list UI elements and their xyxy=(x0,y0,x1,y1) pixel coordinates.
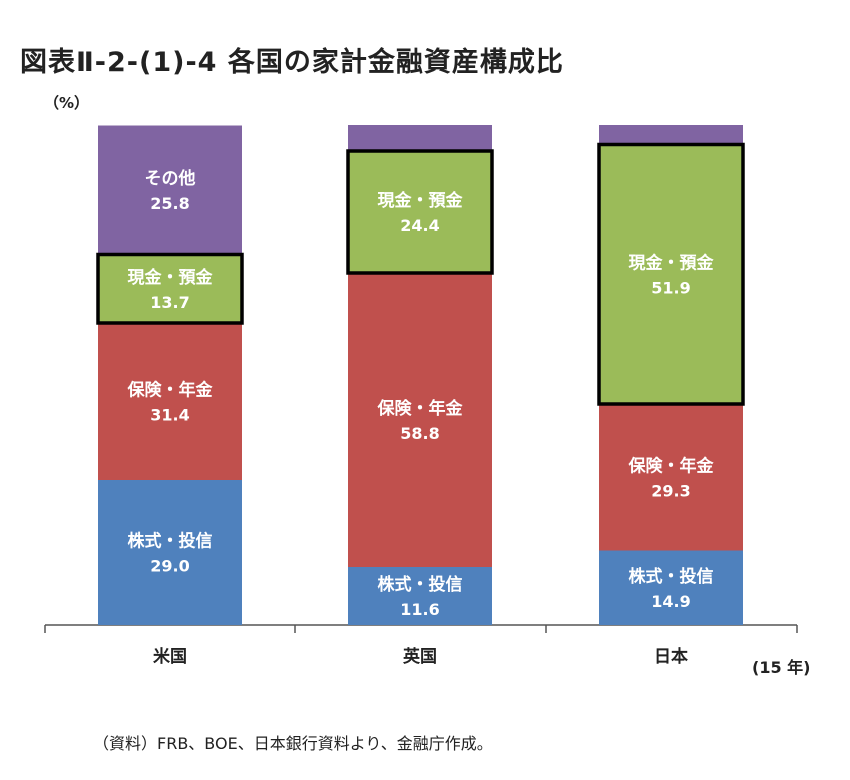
source-note: （資料）FRB、BOE、日本銀行資料より、金融庁作成。 xyxy=(93,734,493,753)
segment-value-label: 24.4 xyxy=(400,216,439,235)
bar-segment-1-0 xyxy=(348,567,492,625)
segment-value-label: 13.7 xyxy=(150,293,189,312)
segment-value-label: 58.8 xyxy=(400,424,439,443)
bar-segment-2-1 xyxy=(599,404,743,551)
segment-series-label: 現金・預金 xyxy=(378,190,464,211)
segment-value-label: 29.3 xyxy=(651,481,690,500)
segment-value-label: 25.8 xyxy=(150,194,189,213)
highlight-outline-2 xyxy=(597,142,745,406)
segment-series-label: 株式・投信 xyxy=(128,531,213,552)
category-label: 英国 xyxy=(403,646,437,667)
bar-segment-1-2 xyxy=(348,151,492,273)
segment-series-label: 現金・預金 xyxy=(128,267,214,288)
segment-series-label: 現金・預金 xyxy=(629,252,715,273)
segment-series-label: 保険・年金 xyxy=(628,455,715,476)
segment-series-label: 保険・年金 xyxy=(377,398,464,419)
segment-value-label: 29.0 xyxy=(150,557,189,576)
segment-series-label: その他 xyxy=(145,168,196,189)
highlight-outline-1 xyxy=(346,149,494,275)
bar-segment-2-2 xyxy=(599,144,743,404)
bar-segment-1-1 xyxy=(348,273,492,567)
segment-series-label: 株式・投信 xyxy=(378,574,463,595)
bar-segment-0-0 xyxy=(98,480,242,625)
segment-value-label: 14.9 xyxy=(651,592,690,611)
segment-value-label: 11.6 xyxy=(400,600,439,619)
bar-segment-2-3 xyxy=(599,125,743,145)
bar-segment-0-3 xyxy=(98,125,242,255)
bar-segment-1-3 xyxy=(348,125,492,151)
category-label: 日本 xyxy=(654,646,688,667)
y-unit-label: （%） xyxy=(44,94,90,112)
segment-series-label: 保険・年金 xyxy=(127,380,214,401)
segment-value-label: 51.9 xyxy=(651,278,690,297)
period-label: (15 年) xyxy=(752,658,811,677)
segment-value-label: 31.4 xyxy=(150,406,189,425)
chart-title: 図表Ⅱ-2-(1)-4 各国の家計金融資産構成比 xyxy=(20,47,564,78)
category-label: 米国 xyxy=(153,646,187,667)
bar-segment-0-2 xyxy=(98,254,242,323)
bar-segment-0-1 xyxy=(98,323,242,480)
bar-segment-2-0 xyxy=(599,550,743,625)
highlight-outline-0 xyxy=(96,252,244,325)
segment-series-label: 株式・投信 xyxy=(629,566,714,587)
